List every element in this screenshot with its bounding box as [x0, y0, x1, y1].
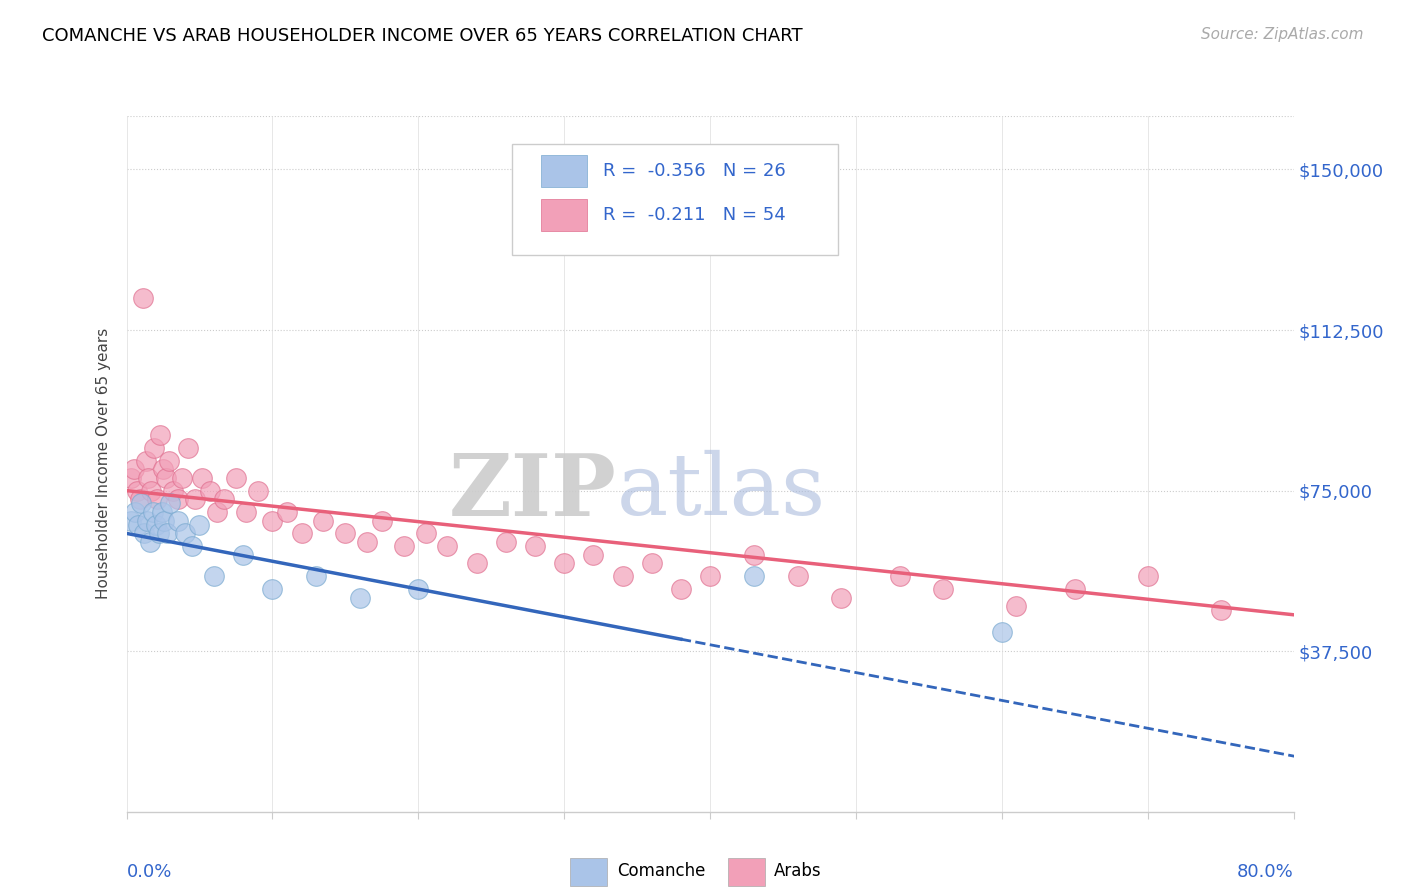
Point: [139, 535, 162, 549]
Point: [149, 428, 172, 442]
Point: [131, 291, 153, 305]
Text: ZIP: ZIP: [449, 450, 617, 533]
Point: [1063, 582, 1085, 596]
Point: [235, 505, 257, 519]
Point: [225, 471, 247, 485]
Point: [553, 557, 575, 571]
Point: [166, 492, 188, 507]
Point: [153, 514, 176, 528]
FancyBboxPatch shape: [727, 858, 765, 886]
Text: R =  -0.211   N = 54: R = -0.211 N = 54: [603, 206, 786, 224]
Point: [1005, 599, 1028, 614]
Point: [162, 483, 184, 498]
Point: [122, 462, 145, 476]
Text: COMANCHE VS ARAB HOUSEHOLDER INCOME OVER 65 YEARS CORRELATION CHART: COMANCHE VS ARAB HOUSEHOLDER INCOME OVER…: [42, 27, 803, 45]
Point: [132, 526, 155, 541]
Point: [276, 505, 298, 519]
Point: [146, 492, 169, 507]
Point: [990, 624, 1012, 639]
Point: [184, 492, 207, 507]
FancyBboxPatch shape: [541, 199, 588, 231]
Text: R =  -0.356   N = 26: R = -0.356 N = 26: [603, 162, 786, 180]
Text: Source: ZipAtlas.com: Source: ZipAtlas.com: [1201, 27, 1364, 42]
Point: [742, 569, 765, 583]
Point: [669, 582, 692, 596]
Point: [1136, 569, 1159, 583]
Point: [436, 539, 458, 553]
Point: [145, 517, 167, 532]
Point: [138, 471, 160, 485]
Point: [262, 582, 284, 596]
Point: [262, 514, 284, 528]
Point: [349, 591, 371, 605]
Point: [524, 539, 547, 553]
Point: [136, 514, 159, 528]
Point: [159, 496, 181, 510]
Point: [932, 582, 955, 596]
Point: [156, 526, 179, 541]
Point: [191, 471, 214, 485]
Point: [177, 441, 200, 455]
Point: [181, 539, 204, 553]
Text: Arabs: Arabs: [775, 862, 823, 880]
Point: [742, 548, 765, 562]
Point: [495, 535, 517, 549]
Point: [371, 514, 394, 528]
Point: [312, 514, 335, 528]
Point: [174, 526, 197, 541]
Point: [127, 517, 149, 532]
Point: [290, 526, 312, 541]
Y-axis label: Householder Income Over 65 years: Householder Income Over 65 years: [96, 328, 111, 599]
Point: [582, 548, 605, 562]
Point: [141, 483, 163, 498]
Point: [202, 569, 225, 583]
Point: [356, 535, 378, 549]
Point: [232, 548, 254, 562]
Point: [198, 483, 221, 498]
Text: 0.0%: 0.0%: [127, 863, 172, 881]
Point: [155, 471, 177, 485]
Point: [188, 517, 211, 532]
Point: [128, 492, 150, 507]
Text: 80.0%: 80.0%: [1237, 863, 1294, 881]
Point: [612, 569, 634, 583]
Point: [134, 453, 156, 467]
Point: [415, 526, 437, 541]
Point: [120, 514, 142, 528]
Point: [120, 471, 142, 485]
Point: [392, 539, 415, 553]
Point: [124, 505, 146, 519]
Point: [143, 441, 166, 455]
Text: atlas: atlas: [617, 450, 825, 533]
Point: [125, 483, 148, 498]
Point: [408, 582, 430, 596]
Point: [786, 569, 808, 583]
Point: [699, 569, 721, 583]
Point: [640, 557, 664, 571]
Point: [129, 496, 152, 510]
Point: [246, 483, 269, 498]
Point: [166, 514, 188, 528]
Point: [157, 453, 180, 467]
FancyBboxPatch shape: [512, 144, 838, 255]
FancyBboxPatch shape: [569, 858, 607, 886]
Point: [214, 492, 236, 507]
Point: [889, 569, 911, 583]
Point: [142, 505, 165, 519]
Point: [1209, 603, 1232, 617]
Point: [170, 471, 193, 485]
Point: [465, 557, 488, 571]
Point: [830, 591, 852, 605]
Point: [152, 462, 174, 476]
Point: [150, 505, 173, 519]
Point: [205, 505, 228, 519]
Point: [335, 526, 357, 541]
Point: [305, 569, 328, 583]
FancyBboxPatch shape: [541, 155, 588, 186]
Point: [148, 526, 170, 541]
Text: Comanche: Comanche: [617, 862, 704, 880]
